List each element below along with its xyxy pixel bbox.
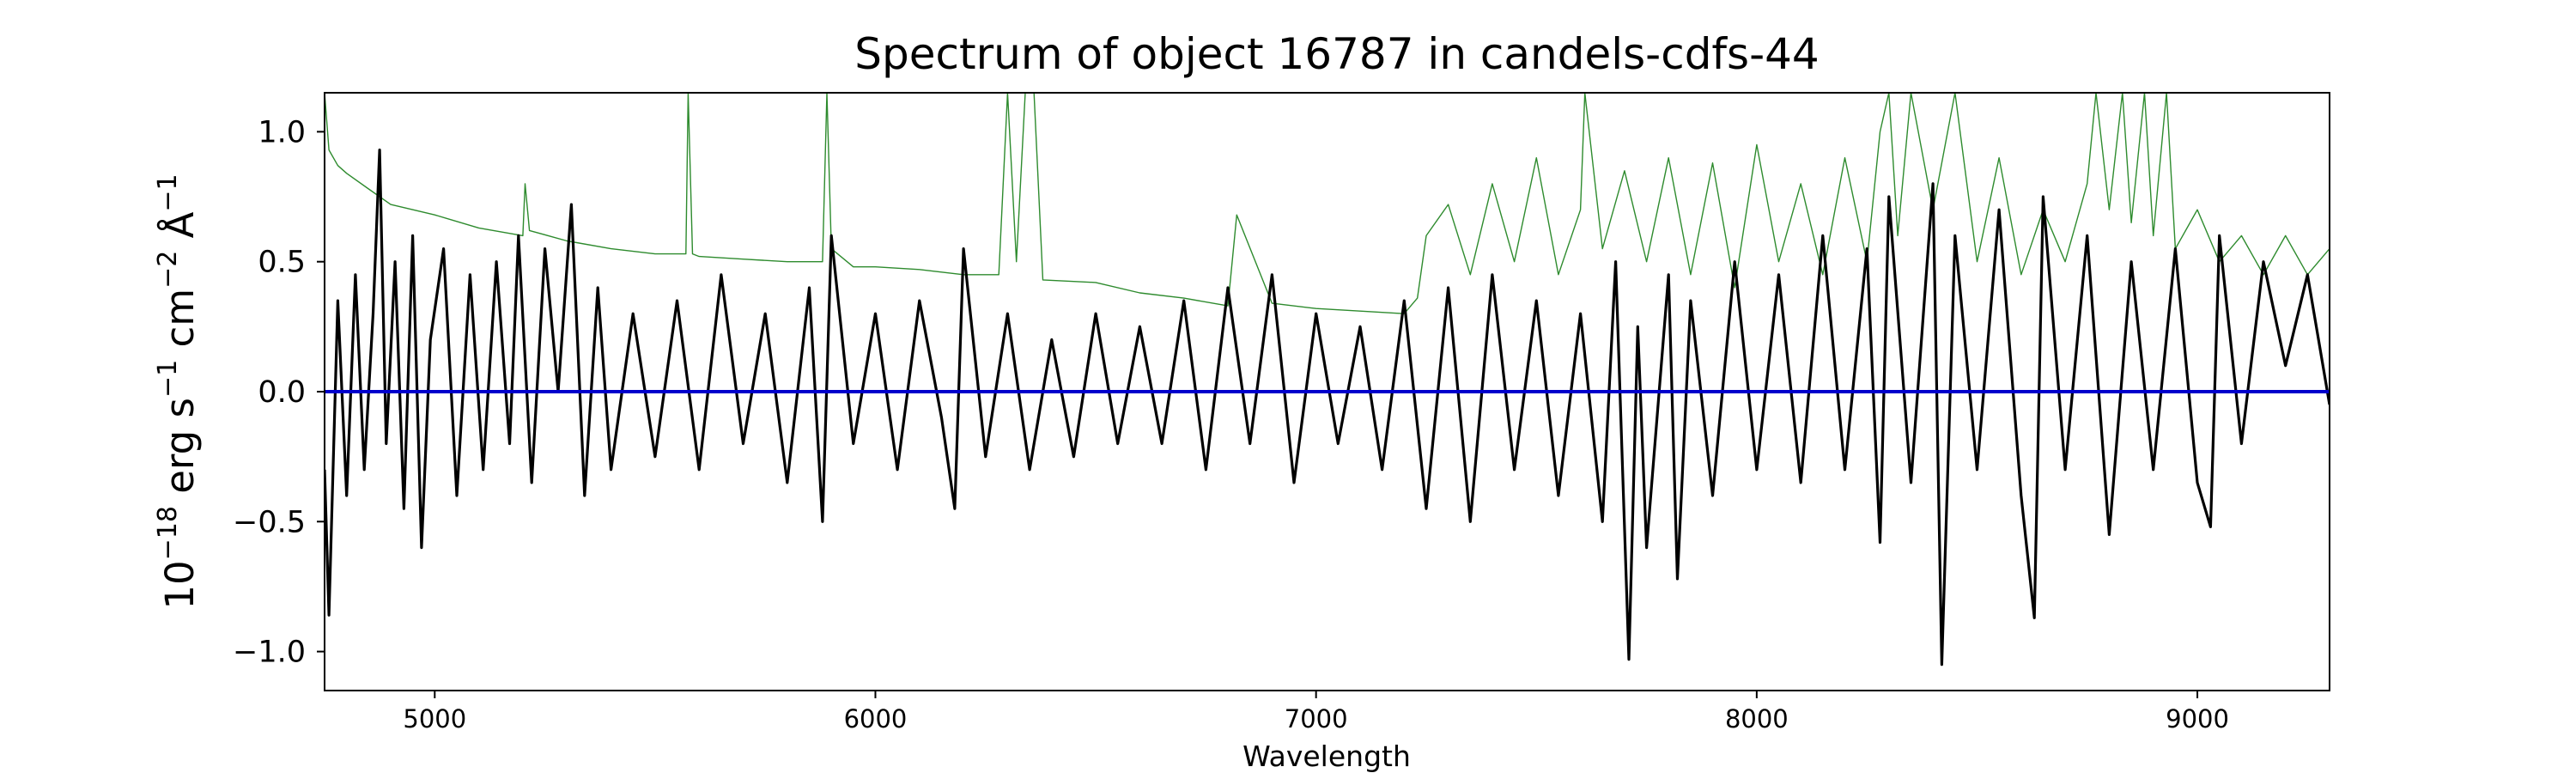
y-label-exp2: −1 <box>153 360 183 398</box>
x-tick-label: 5000 <box>403 704 466 733</box>
y-label-base: 10 <box>157 560 203 609</box>
y-label-exp4: −1 <box>153 173 183 211</box>
x-tick-label: 9000 <box>2166 704 2229 733</box>
y-label-cm: cm <box>157 289 203 360</box>
y-tick-label: 0.5 <box>258 246 306 280</box>
x-tick-label: 7000 <box>1285 704 1348 733</box>
y-label-erg: erg s <box>157 398 203 506</box>
y-label-ang: Å <box>157 211 203 250</box>
flux-series-line <box>325 149 2330 666</box>
x-tick-label: 8000 <box>1725 704 1789 733</box>
x-axis: 5000 6000 7000 8000 9000 <box>403 691 2229 733</box>
y-tick-label: 1.0 <box>258 115 306 149</box>
y-tick-label: 0.0 <box>258 375 306 410</box>
y-tick-label: −1.0 <box>233 636 306 670</box>
x-axis-label: Wavelength <box>1242 740 1411 773</box>
y-axis: 1.0 0.5 0.0 −0.5 −1.0 <box>233 115 325 670</box>
x-tick-label: 6000 <box>844 704 908 733</box>
chart-title: Spectrum of object 16787 in candels-cdfs… <box>854 29 1820 79</box>
series-layer <box>325 93 2330 666</box>
y-tick-label: −0.5 <box>233 505 306 539</box>
y-label-exp1: −18 <box>153 506 183 560</box>
y-axis-label: 10−18 erg s−1 cm−2 Å−1 <box>153 173 203 609</box>
y-label-exp3: −2 <box>153 251 183 289</box>
noise-series-line <box>325 93 2330 314</box>
